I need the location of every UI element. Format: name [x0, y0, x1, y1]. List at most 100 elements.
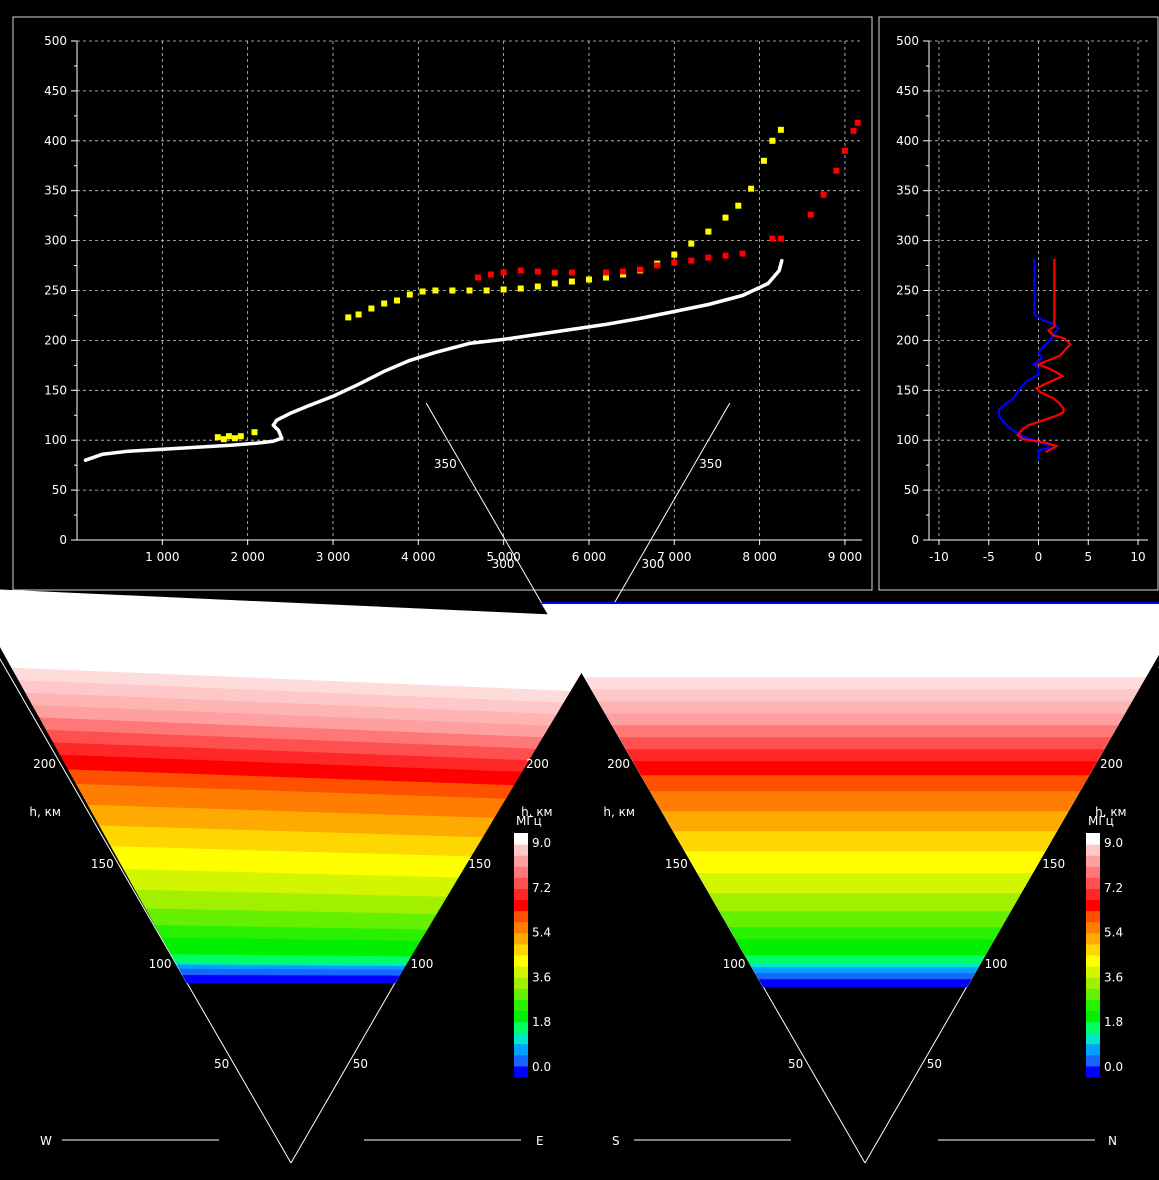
- we-colorbar-tick-label: 1.8: [532, 1015, 551, 1029]
- trace-point-yellow: [394, 297, 400, 304]
- trace-point-yellow: [251, 429, 258, 436]
- trace-y-tick-label: 300: [44, 234, 67, 248]
- trace-point-yellow: [432, 287, 439, 294]
- trace-point-yellow: [517, 285, 524, 292]
- we-colorbar-segment: [514, 866, 528, 878]
- we-h-label-right: 100: [410, 957, 433, 971]
- trace-point-yellow: [551, 280, 558, 287]
- sn-frequency-band: [649, 790, 1081, 812]
- trace-point-yellow: [368, 305, 375, 312]
- trace-point-yellow: [345, 314, 352, 321]
- trace-point-yellow: [381, 300, 388, 307]
- trace-point-red: [637, 266, 644, 273]
- sn-colorbar-segment: [1086, 899, 1100, 912]
- sn-h-label-right: 50: [927, 1057, 942, 1071]
- sn-frequency-band: [744, 954, 986, 964]
- we-colorbar-segment: [514, 855, 528, 867]
- we-colorbar-segment: [514, 1065, 528, 1078]
- we-axis-title-left: h, км: [29, 805, 61, 819]
- trace-x-tick-label: 3 000: [316, 550, 350, 564]
- we-colorbar-segment: [514, 921, 528, 934]
- we-colorbar-segment: [514, 943, 528, 956]
- profile-line-red: [1015, 258, 1072, 454]
- we-colorbar-tick-label: 9.0: [532, 836, 551, 850]
- we-colorbar-segment: [514, 877, 528, 889]
- sn-axis-left-letter: S: [612, 1134, 620, 1148]
- we-colorbar-unit: МГц: [516, 814, 542, 828]
- sn-colorbar-segment: [1086, 977, 1100, 989]
- we-h-label-right: 50: [353, 1057, 368, 1071]
- sn-frequency-band: [611, 724, 1119, 738]
- sn-frequency-band: [728, 926, 1002, 940]
- caption-left-time: UT08:57: [290, 605, 341, 619]
- sn-colorbar-segment: [1086, 1021, 1100, 1034]
- sn-colorbar-segment: [1086, 988, 1100, 1000]
- trace-point-red: [722, 252, 729, 259]
- we-colorbar-segment: [514, 1054, 528, 1067]
- sn-frequency-band: [560, 636, 1159, 662]
- trace-point-red: [551, 269, 558, 276]
- profile-y-tick-label: 250: [896, 284, 919, 298]
- trace-point-red: [487, 271, 494, 278]
- sn-frequency-band: [661, 810, 1069, 832]
- sn-frequency-band: [758, 978, 972, 988]
- trace-point-yellow: [225, 433, 232, 440]
- we-h-label-left: 100: [149, 957, 172, 971]
- trace-point-yellow: [231, 435, 238, 442]
- we-frequency-band: [181, 974, 401, 984]
- profile-x-tick-label: 5: [1084, 550, 1092, 564]
- sn-colorbar-segment: [1086, 1065, 1100, 1078]
- trace-point-yellow: [777, 126, 784, 133]
- trace-y-tick-label: 50: [52, 483, 67, 497]
- trace-point-red: [777, 235, 784, 242]
- trace-x-tick-label: 7 000: [657, 550, 691, 564]
- trace-point-red: [807, 211, 814, 218]
- profile-x-tick-label: 0: [1035, 550, 1043, 564]
- trace-point-yellow: [214, 434, 221, 441]
- profile-x-tick-label: -10: [929, 550, 949, 564]
- sn-axis-title-left: h, км: [603, 805, 635, 819]
- main-trace-panel: 0 50 100 150 200 250 300 350 400 450 500 1 000 2 000…: [12, 16, 873, 591]
- profile-y-tick-label: 0: [911, 533, 919, 547]
- sn-frequency-band: [684, 850, 1046, 874]
- we-colorbar-tick-label: 3.6: [532, 970, 551, 984]
- we-h-label-left: 200: [33, 757, 56, 771]
- we-colorbar-segment: [514, 910, 528, 923]
- trace-frame: [12, 16, 873, 591]
- sn-colorbar-tick-label: 9.0: [1104, 836, 1123, 850]
- sn-frequency-band: [604, 712, 1126, 726]
- trace-point-yellow: [220, 436, 227, 443]
- sn-h-label-right: 200: [1100, 757, 1123, 771]
- caption-right-date: 09-04-2010: [764, 605, 834, 619]
- trace-point-yellow: [735, 202, 742, 209]
- trace-point-yellow: [237, 433, 244, 440]
- we-colorbar-segment: [514, 833, 528, 845]
- sn-frequency-band: [632, 760, 1098, 776]
- we-colorbar-segment: [514, 1010, 528, 1023]
- sn-colorbar-segment: [1086, 1054, 1100, 1067]
- profile-y-tick-label: 150: [896, 383, 919, 397]
- we-colorbar-segment: [514, 977, 528, 989]
- sn-colorbar-tick-label: 3.6: [1104, 970, 1123, 984]
- trace-point-red: [620, 268, 627, 275]
- trace-point-yellow: [688, 240, 695, 247]
- trace-point-yellow: [500, 286, 507, 293]
- we-axis-title-right: h, км: [521, 805, 553, 819]
- trace-point-red: [739, 250, 746, 257]
- caption-right-time: UT08:57: [862, 605, 913, 619]
- trace-point-red: [534, 268, 541, 275]
- profile-panel: 0 50 100 150 200 250 300 350 400 450 500 -10 -5 0 5 10: [878, 16, 1159, 591]
- trace-x-tick-label: 4 000: [401, 550, 435, 564]
- sn-frequency-band: [640, 774, 1090, 792]
- trace-y-tick-label: 450: [44, 84, 67, 98]
- profile-y-tick-label: 200: [896, 333, 919, 347]
- trace-point-yellow: [705, 228, 712, 235]
- sn-frequency-band: [754, 972, 976, 980]
- sn-frequency-band: [748, 962, 982, 968]
- trace-point-yellow: [406, 291, 413, 298]
- sn-h-label-left: 150: [665, 857, 688, 871]
- trace-y-tick-label: 250: [44, 284, 67, 298]
- sn-h-label-left: 50: [788, 1057, 803, 1071]
- trace-point-red: [475, 274, 481, 281]
